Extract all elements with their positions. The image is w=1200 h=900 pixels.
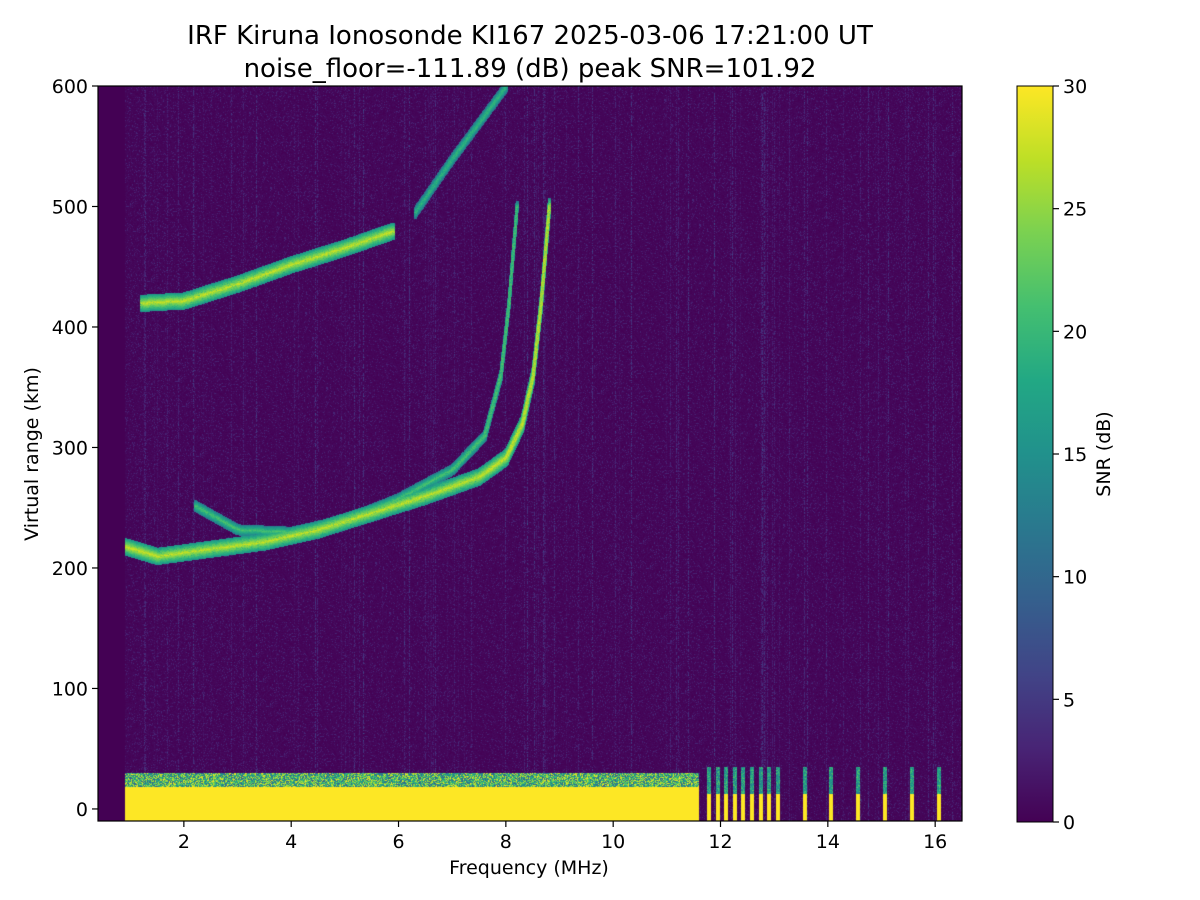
y-tick-label: 300	[52, 437, 88, 459]
x-tick-label: 8	[500, 831, 512, 853]
y-tick-label: 0	[76, 799, 88, 821]
chart-title: IRF Kiruna Ionosonde KI167 2025-03-06 17…	[187, 21, 873, 51]
x-tick-label: 16	[923, 831, 947, 853]
snr-heatmap	[98, 86, 962, 821]
colorbar-gradient	[1016, 85, 1054, 823]
x-axis-label: Frequency (MHz)	[449, 857, 609, 879]
y-tick-label: 100	[52, 678, 88, 700]
colorbar: 0 5 10 15 20 25 30 SNR (dB)	[1016, 76, 1115, 834]
colorbar-tick-label: 20	[1063, 321, 1087, 343]
y-tick-label: 200	[52, 558, 88, 580]
plot-frame	[97, 85, 963, 822]
colorbar-tick-label: 30	[1063, 76, 1087, 98]
y-axis: 0 100 200 300 400 500 600	[52, 76, 98, 821]
y-axis-label: Virtual range (km)	[21, 367, 43, 541]
x-tick-label: 12	[708, 831, 732, 853]
colorbar-tick-label: 25	[1063, 199, 1087, 221]
y-tick-label: 400	[52, 317, 88, 339]
x-tick-label: 10	[601, 831, 625, 853]
x-tick-label: 2	[178, 831, 190, 853]
colorbar-tick-label: 5	[1063, 689, 1075, 711]
colorbar-tick-label: 15	[1063, 444, 1087, 466]
x-tick-label: 14	[816, 831, 840, 853]
chart-subtitle: noise_floor=-111.89 (dB) peak SNR=101.92	[244, 54, 817, 84]
x-tick-label: 6	[392, 831, 404, 853]
colorbar-label: SNR (dB)	[1093, 411, 1115, 496]
y-tick-label: 500	[52, 196, 88, 218]
colorbar-tick-label: 10	[1063, 567, 1087, 589]
plot-area	[97, 85, 963, 822]
colorbar-tick-label: 0	[1063, 812, 1075, 834]
x-axis: 2 4 6 8 10 12 14 16	[178, 821, 947, 853]
colorbar-ticks: 0 5 10 15 20 25 30	[1053, 76, 1087, 834]
x-tick-label: 4	[285, 831, 297, 853]
y-tick-label: 600	[52, 76, 88, 98]
